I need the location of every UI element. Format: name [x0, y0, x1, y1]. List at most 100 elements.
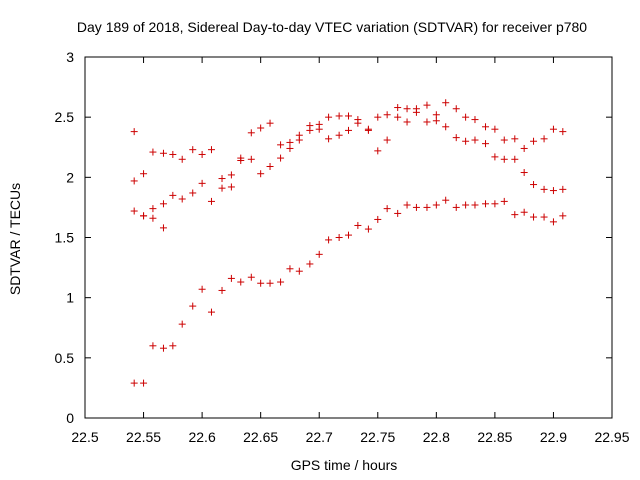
- data-point: [423, 118, 431, 126]
- series-extra: [130, 207, 167, 232]
- data-point: [277, 141, 285, 149]
- data-point: [354, 119, 362, 127]
- data-point: [462, 137, 470, 145]
- y-tick-label: 0.5: [55, 350, 75, 366]
- data-point: [198, 285, 206, 293]
- data-point: [394, 104, 402, 112]
- data-point: [540, 185, 548, 193]
- x-tick-label: 22.75: [360, 429, 395, 445]
- data-point: [227, 274, 235, 282]
- x-tick-label: 22.95: [594, 429, 629, 445]
- data-point: [130, 207, 138, 215]
- data-point: [540, 135, 548, 143]
- data-points: [130, 99, 567, 387]
- data-point: [500, 197, 508, 205]
- data-point: [247, 273, 255, 281]
- data-point: [403, 105, 411, 113]
- data-point: [403, 118, 411, 126]
- data-point: [394, 113, 402, 121]
- data-point: [412, 203, 420, 211]
- data-point: [159, 344, 167, 352]
- data-point: [237, 278, 245, 286]
- data-point: [520, 144, 528, 152]
- data-point: [482, 140, 490, 148]
- data-point: [559, 128, 567, 136]
- data-point: [345, 231, 352, 239]
- data-point: [130, 177, 138, 185]
- data-point: [462, 201, 470, 209]
- data-point: [149, 214, 157, 222]
- data-point: [189, 302, 197, 310]
- chart-title: Day 189 of 2018, Sidereal Day-to-day VTE…: [77, 19, 587, 35]
- data-point: [423, 203, 431, 211]
- y-axis-label: SDTVAR / TECUs: [7, 183, 23, 295]
- data-point: [189, 189, 197, 197]
- data-point: [530, 213, 538, 221]
- data-point: [247, 129, 255, 137]
- data-point: [383, 205, 391, 213]
- data-point: [247, 155, 255, 163]
- data-point: [198, 179, 206, 187]
- data-point: [295, 267, 303, 275]
- x-tick-label: 22.7: [306, 429, 333, 445]
- data-point: [374, 215, 382, 223]
- data-point: [178, 195, 186, 203]
- y-tick-label: 1.5: [55, 230, 75, 246]
- data-point: [345, 112, 352, 120]
- data-point: [511, 135, 519, 143]
- data-point: [257, 279, 265, 287]
- data-point: [286, 138, 294, 146]
- data-point: [335, 112, 343, 120]
- data-point: [257, 124, 265, 132]
- data-point: [374, 147, 382, 155]
- data-point: [383, 136, 391, 144]
- x-tick-label: 22.8: [423, 429, 450, 445]
- data-point: [286, 144, 294, 152]
- data-point: [540, 213, 548, 221]
- data-point: [364, 126, 372, 134]
- data-point: [315, 125, 323, 133]
- data-point: [452, 134, 460, 142]
- data-point: [511, 211, 519, 219]
- data-point: [511, 155, 519, 163]
- data-point: [218, 175, 226, 183]
- data-point: [345, 126, 352, 134]
- data-point: [149, 148, 157, 156]
- data-point: [520, 169, 528, 177]
- data-point: [286, 265, 294, 273]
- data-point: [549, 187, 557, 195]
- data-point: [266, 279, 274, 287]
- data-point: [374, 113, 382, 121]
- data-point: [207, 146, 215, 154]
- data-point: [140, 212, 148, 220]
- x-tick-label: 22.55: [126, 429, 161, 445]
- data-point: [559, 185, 567, 193]
- data-point: [178, 320, 186, 328]
- data-point: [277, 278, 285, 286]
- data-point: [500, 136, 508, 144]
- data-point: [442, 123, 450, 131]
- data-point: [159, 149, 167, 157]
- data-point: [482, 200, 490, 208]
- data-point: [442, 196, 450, 204]
- data-point: [266, 163, 274, 171]
- data-point: [491, 153, 499, 161]
- data-point: [432, 201, 440, 209]
- data-point: [530, 181, 538, 189]
- data-point: [530, 137, 538, 145]
- data-point: [432, 117, 440, 125]
- x-tick-label: 22.85: [477, 429, 512, 445]
- data-point: [130, 379, 138, 387]
- data-point: [149, 342, 157, 350]
- data-point: [549, 218, 557, 226]
- x-tick-label: 22.5: [71, 429, 98, 445]
- x-axis-label: GPS time / hours: [291, 457, 398, 473]
- data-point: [412, 108, 420, 116]
- data-point: [462, 113, 470, 121]
- data-point: [335, 131, 343, 139]
- data-point: [491, 125, 499, 133]
- data-point: [169, 342, 177, 350]
- data-point: [159, 200, 167, 208]
- data-point: [335, 234, 343, 241]
- data-point: [198, 150, 206, 158]
